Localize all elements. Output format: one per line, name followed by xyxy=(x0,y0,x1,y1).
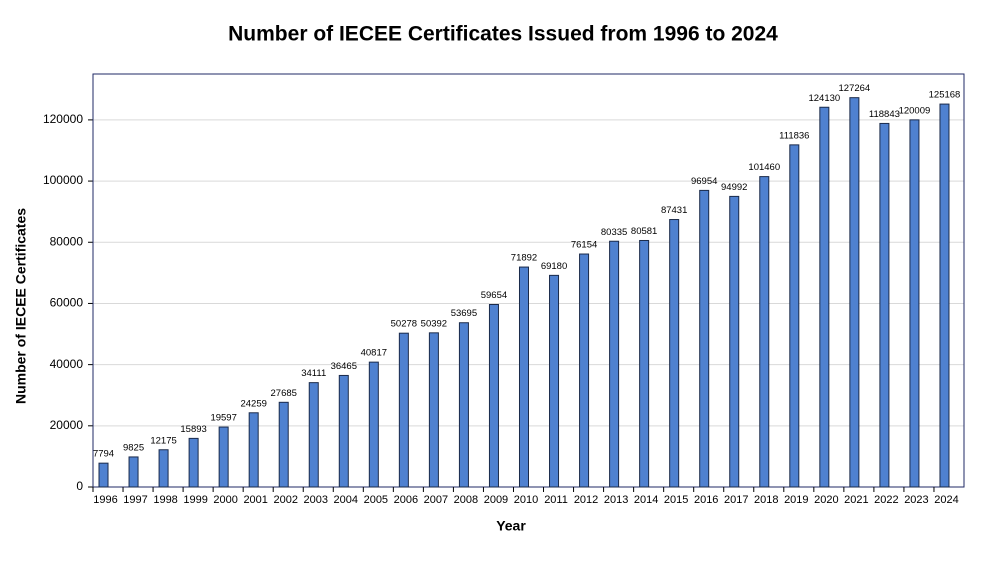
bar xyxy=(428,332,439,488)
x-tick-label: 2014 xyxy=(634,494,658,506)
value-label: 50392 xyxy=(421,318,447,329)
x-tick-label: 1996 xyxy=(93,494,117,506)
y-tick-label: 80000 xyxy=(50,234,84,248)
bar xyxy=(518,266,530,488)
bar xyxy=(488,304,499,488)
y-tick-label: 120000 xyxy=(43,112,83,126)
bar xyxy=(699,189,710,488)
value-label: 15893 xyxy=(180,424,206,435)
bar xyxy=(128,456,139,488)
x-tick-label: 2011 xyxy=(544,494,568,506)
x-tick-label: 2020 xyxy=(814,494,838,506)
bar xyxy=(909,119,920,488)
x-tick-label: 2016 xyxy=(694,494,718,506)
value-label: 127264 xyxy=(839,83,871,94)
value-label: 71892 xyxy=(511,253,537,264)
bar xyxy=(669,219,680,488)
x-tick-label: 2012 xyxy=(574,494,598,506)
x-tick-label: 2008 xyxy=(454,494,478,506)
y-tick-label: 100000 xyxy=(43,173,83,187)
value-label: 87431 xyxy=(661,205,687,216)
bar xyxy=(158,449,169,488)
value-label: 12175 xyxy=(150,435,176,446)
x-tick-label: 2007 xyxy=(424,494,448,506)
x-tick-label: 2021 xyxy=(844,494,868,506)
value-label: 101460 xyxy=(748,162,780,173)
y-axis-title: Number of IECEE Certificates xyxy=(13,208,29,404)
value-label: 111836 xyxy=(779,130,809,141)
value-label: 120009 xyxy=(899,105,931,116)
y-tick-label: 20000 xyxy=(50,418,84,432)
value-label: 36465 xyxy=(331,361,357,372)
value-label: 80335 xyxy=(601,227,627,238)
bar xyxy=(639,239,650,488)
value-label: 34111 xyxy=(301,368,326,379)
x-tick-label: 2023 xyxy=(904,494,928,506)
x-tick-label: 2001 xyxy=(243,494,267,506)
bar xyxy=(879,122,890,488)
value-label: 76154 xyxy=(571,240,597,251)
x-axis-title: Year xyxy=(496,518,526,534)
bar xyxy=(368,361,379,488)
y-tick-label: 60000 xyxy=(50,296,84,310)
bar xyxy=(218,426,229,488)
value-label: 94992 xyxy=(721,182,747,193)
x-tick-label: 2019 xyxy=(784,494,808,506)
bar xyxy=(308,382,319,488)
x-tick-label: 2006 xyxy=(394,494,418,506)
bar xyxy=(789,144,800,488)
x-tick-label: 2003 xyxy=(304,494,328,506)
bar xyxy=(609,240,620,488)
x-tick-label: 2010 xyxy=(514,494,538,506)
x-tick-label: 2000 xyxy=(213,494,237,506)
x-tick-label: 2009 xyxy=(484,494,508,506)
value-label: 19597 xyxy=(210,413,236,424)
value-label: 124130 xyxy=(808,93,840,104)
value-label: 40817 xyxy=(361,348,387,359)
value-label: 118843 xyxy=(869,109,900,120)
x-tick-label: 2018 xyxy=(754,494,778,506)
bar xyxy=(98,462,109,488)
bar xyxy=(819,106,830,488)
value-label: 53695 xyxy=(451,308,477,319)
x-tick-label: 1998 xyxy=(153,494,177,506)
x-tick-label: 2005 xyxy=(364,494,388,506)
bar xyxy=(278,401,289,488)
y-tick-label: 0 xyxy=(76,479,83,493)
x-tick-label: 2002 xyxy=(273,494,297,506)
value-label: 125168 xyxy=(929,90,961,101)
bar xyxy=(579,253,590,488)
value-label: 80581 xyxy=(631,226,657,237)
value-label: 7794 xyxy=(93,449,114,460)
value-label: 24259 xyxy=(240,398,266,409)
bar xyxy=(398,332,409,488)
bar xyxy=(188,437,199,488)
value-label: 50278 xyxy=(391,319,417,330)
bar xyxy=(729,195,740,488)
x-tick-label: 2022 xyxy=(874,494,898,506)
x-tick-label: 2017 xyxy=(724,494,748,506)
value-label: 9825 xyxy=(123,442,144,453)
bar xyxy=(338,374,349,488)
value-label: 59654 xyxy=(481,290,507,301)
bar xyxy=(458,322,469,488)
x-tick-label: 2004 xyxy=(334,494,358,506)
bar xyxy=(849,97,860,488)
x-tick-label: 1999 xyxy=(183,494,207,506)
chart-title: Number of IECEE Certificates Issued from… xyxy=(228,23,778,46)
x-tick-label: 1997 xyxy=(123,494,147,506)
bar xyxy=(939,103,950,488)
value-label: 69180 xyxy=(541,261,567,272)
y-tick-label: 40000 xyxy=(50,357,84,371)
value-label: 96954 xyxy=(691,176,717,187)
bar xyxy=(759,176,770,488)
x-tick-label: 2024 xyxy=(934,494,958,506)
x-tick-label: 2013 xyxy=(604,494,628,506)
bar xyxy=(248,412,259,488)
value-label: 27685 xyxy=(271,388,297,399)
bar xyxy=(549,274,560,488)
x-tick-label: 2015 xyxy=(664,494,688,506)
